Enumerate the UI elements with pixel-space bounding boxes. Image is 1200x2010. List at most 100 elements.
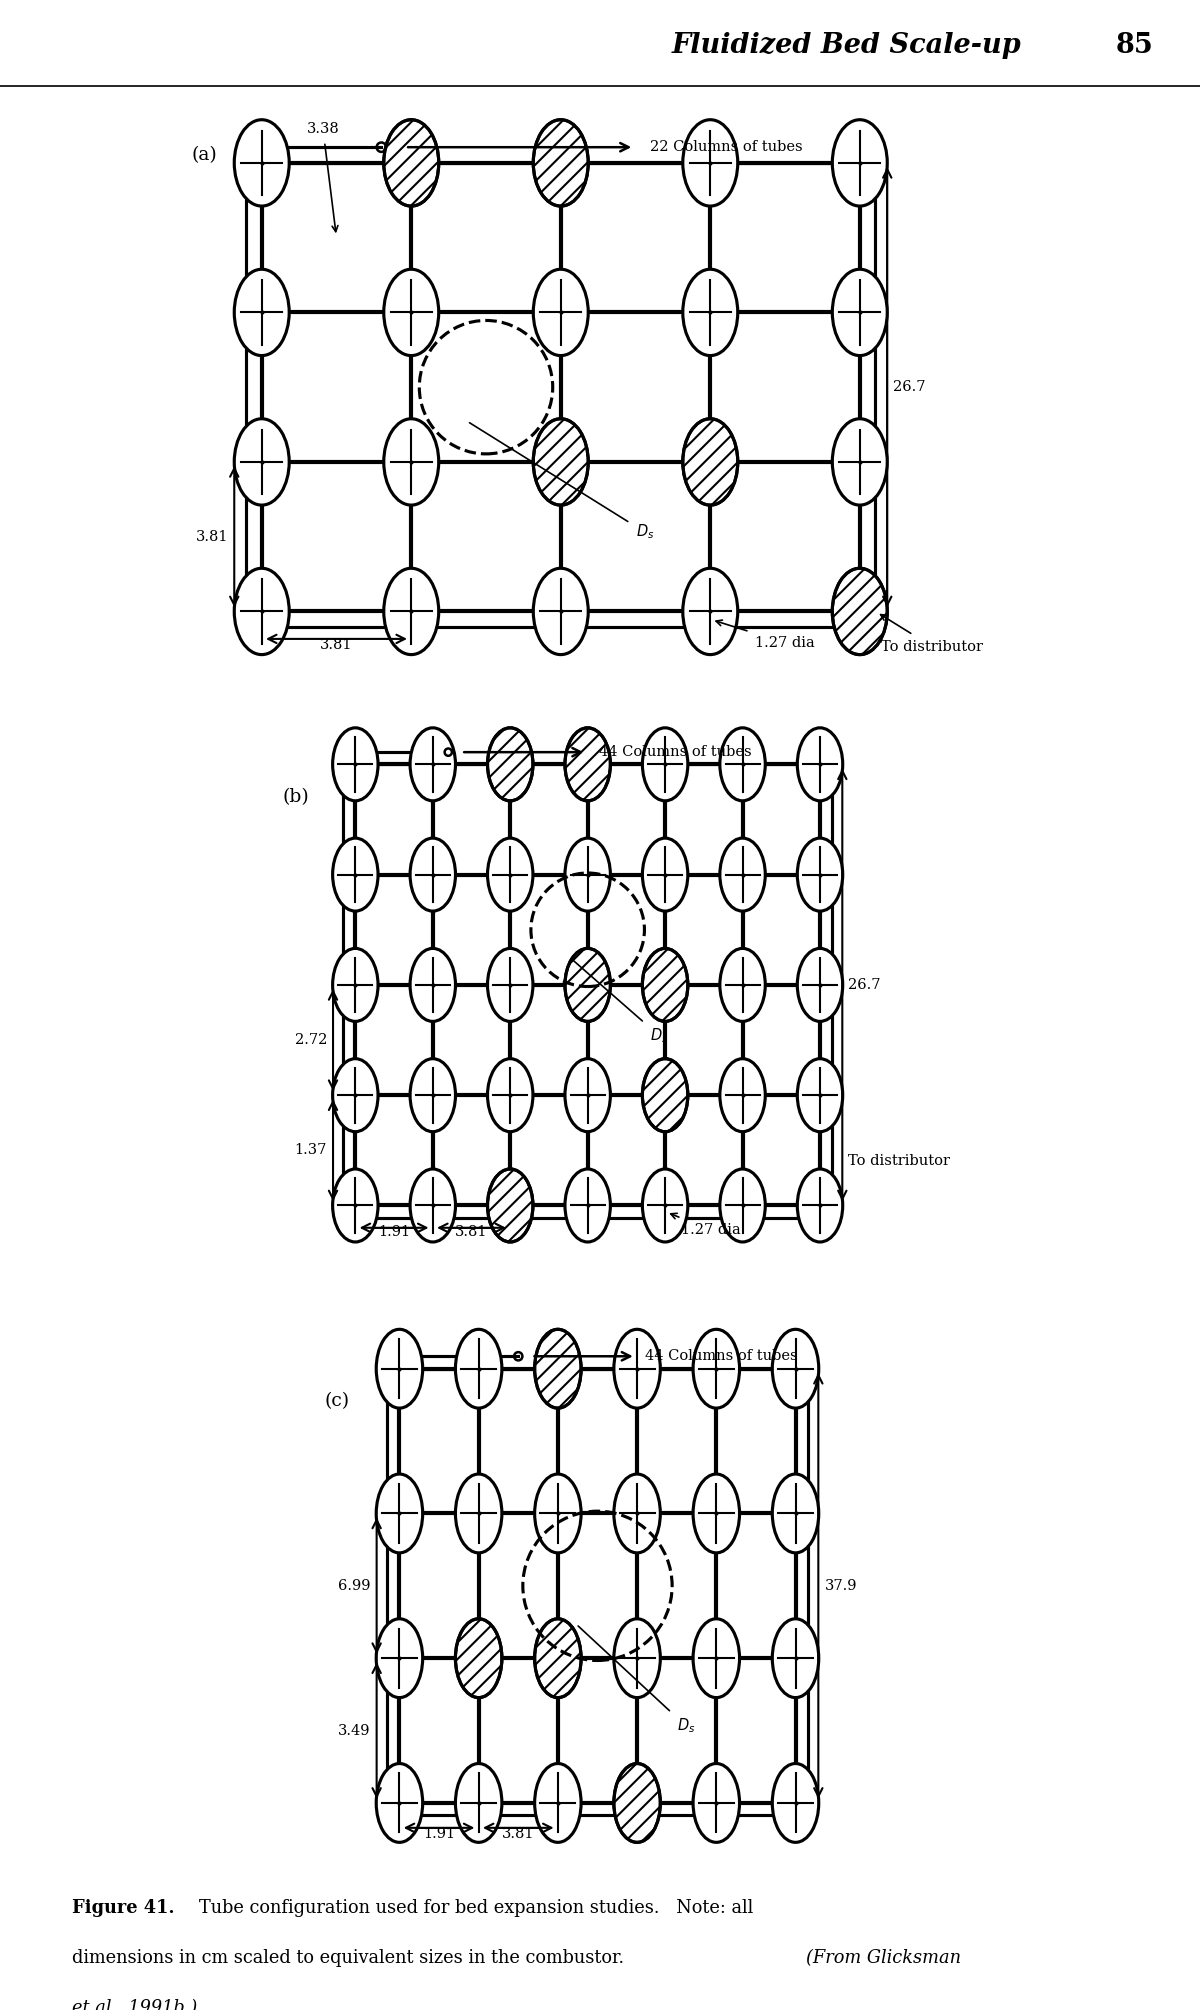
Ellipse shape (683, 269, 738, 356)
Ellipse shape (565, 838, 611, 911)
Ellipse shape (694, 1618, 739, 1698)
Bar (343, 764, 832, 1218)
Ellipse shape (234, 121, 289, 207)
Ellipse shape (384, 269, 439, 356)
Ellipse shape (487, 838, 533, 911)
Ellipse shape (642, 1170, 688, 1242)
Text: 44 Columns of tubes: 44 Columns of tubes (599, 746, 752, 760)
Ellipse shape (683, 569, 738, 655)
Ellipse shape (720, 728, 766, 800)
Ellipse shape (332, 949, 378, 1021)
Text: $D_s$: $D_s$ (574, 961, 668, 1045)
Text: Tube configuration used for bed expansion studies.   Note: all: Tube configuration used for bed expansio… (199, 1899, 754, 1918)
Ellipse shape (384, 418, 439, 505)
Ellipse shape (694, 1329, 739, 1409)
Ellipse shape (410, 1059, 456, 1132)
Ellipse shape (377, 1763, 422, 1843)
Text: Fluidized Bed Scale-up: Fluidized Bed Scale-up (672, 32, 1021, 58)
Ellipse shape (614, 1618, 660, 1698)
Ellipse shape (642, 949, 688, 1021)
Ellipse shape (377, 1618, 422, 1698)
Ellipse shape (410, 838, 456, 911)
Ellipse shape (833, 569, 887, 655)
Ellipse shape (773, 1618, 818, 1698)
Text: 6.99: 6.99 (338, 1578, 371, 1592)
Text: 85: 85 (1116, 32, 1153, 58)
Ellipse shape (797, 838, 842, 911)
Ellipse shape (642, 1059, 688, 1132)
Text: (a): (a) (191, 147, 217, 165)
Text: 22 Columns of tubes: 22 Columns of tubes (650, 141, 803, 155)
Ellipse shape (332, 1059, 378, 1132)
Ellipse shape (456, 1329, 502, 1409)
Ellipse shape (797, 1170, 842, 1242)
Ellipse shape (833, 418, 887, 505)
Text: $D_s$: $D_s$ (469, 422, 654, 541)
Text: 1.91: 1.91 (422, 1827, 455, 1841)
Ellipse shape (797, 949, 842, 1021)
Ellipse shape (377, 1473, 422, 1554)
Text: dimensions in cm scaled to equivalent sizes in the combustor.: dimensions in cm scaled to equivalent si… (72, 1950, 635, 1968)
Text: (From Glicksman: (From Glicksman (806, 1950, 961, 1968)
Ellipse shape (377, 1329, 422, 1409)
Bar (246, 163, 876, 627)
Text: $D_s$: $D_s$ (578, 1626, 695, 1735)
Ellipse shape (332, 728, 378, 800)
Ellipse shape (720, 1170, 766, 1242)
Text: (c): (c) (325, 1393, 350, 1409)
Ellipse shape (487, 1170, 533, 1242)
Text: 37.9: 37.9 (824, 1578, 857, 1592)
Ellipse shape (720, 838, 766, 911)
Ellipse shape (565, 1170, 611, 1242)
Ellipse shape (614, 1473, 660, 1554)
Ellipse shape (535, 1329, 581, 1409)
Ellipse shape (642, 838, 688, 911)
Ellipse shape (410, 1170, 456, 1242)
Text: To distributor: To distributor (848, 1154, 950, 1168)
Ellipse shape (683, 418, 738, 505)
Ellipse shape (533, 269, 588, 356)
Ellipse shape (797, 1059, 842, 1132)
Ellipse shape (773, 1473, 818, 1554)
Ellipse shape (683, 121, 738, 207)
Text: To distributor: To distributor (881, 615, 983, 653)
Ellipse shape (535, 1763, 581, 1843)
Ellipse shape (565, 728, 611, 800)
Ellipse shape (456, 1473, 502, 1554)
Text: 1.37: 1.37 (294, 1144, 326, 1158)
Ellipse shape (234, 269, 289, 356)
Text: 26.7: 26.7 (848, 979, 881, 991)
Ellipse shape (487, 728, 533, 800)
Ellipse shape (642, 728, 688, 800)
Ellipse shape (833, 269, 887, 356)
Ellipse shape (533, 418, 588, 505)
Ellipse shape (694, 1763, 739, 1843)
Ellipse shape (487, 949, 533, 1021)
Text: et al., 1991b.): et al., 1991b.) (72, 1998, 197, 2010)
Ellipse shape (614, 1763, 660, 1843)
Ellipse shape (384, 121, 439, 207)
Text: (b): (b) (282, 788, 310, 806)
Ellipse shape (332, 1170, 378, 1242)
Ellipse shape (456, 1763, 502, 1843)
Ellipse shape (773, 1329, 818, 1409)
Ellipse shape (234, 569, 289, 655)
Text: 2.72: 2.72 (294, 1033, 326, 1047)
Ellipse shape (332, 838, 378, 911)
Text: 3.81: 3.81 (320, 637, 353, 651)
Text: 1.27 dia: 1.27 dia (671, 1214, 740, 1236)
Ellipse shape (694, 1473, 739, 1554)
Bar (388, 1369, 808, 1815)
Ellipse shape (797, 728, 842, 800)
Ellipse shape (535, 1473, 581, 1554)
Text: Figure 41.: Figure 41. (72, 1899, 175, 1918)
Ellipse shape (565, 949, 611, 1021)
Ellipse shape (384, 569, 439, 655)
Ellipse shape (487, 1059, 533, 1132)
Ellipse shape (535, 1618, 581, 1698)
Text: 3.38: 3.38 (306, 123, 340, 231)
Ellipse shape (720, 949, 766, 1021)
Ellipse shape (773, 1763, 818, 1843)
Ellipse shape (614, 1329, 660, 1409)
Text: 44 Columns of tubes: 44 Columns of tubes (646, 1349, 798, 1363)
